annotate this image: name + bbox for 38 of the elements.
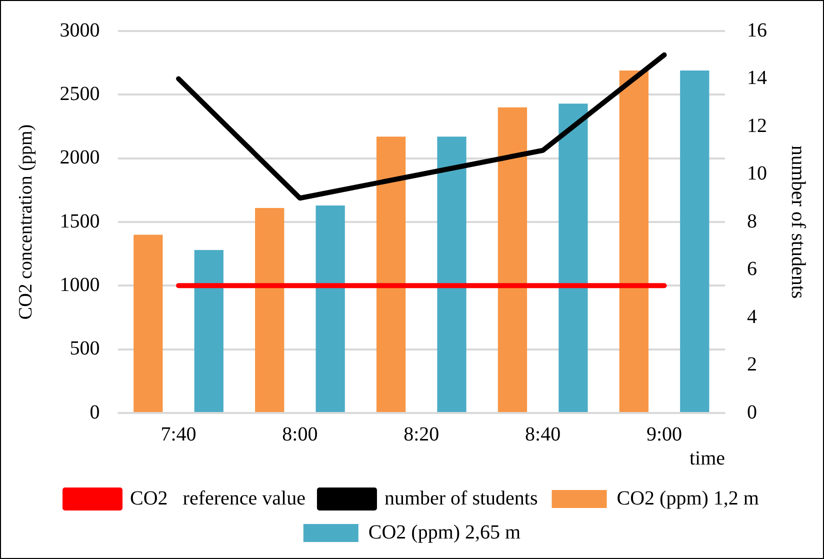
- y2-tick-label: 2: [747, 354, 757, 376]
- x-tick-label: 8:00: [282, 423, 318, 446]
- y-tick-label: 2000: [60, 146, 100, 169]
- bar: [255, 208, 284, 412]
- y-tick-label: 500: [70, 338, 100, 360]
- y2-tick-label: 16: [747, 19, 767, 42]
- y-tick-label: 3000: [60, 19, 100, 42]
- x-tick-label: 8:20: [404, 423, 440, 446]
- bar: [376, 136, 406, 412]
- bar: [316, 205, 345, 412]
- x-axis-title: time: [689, 447, 726, 470]
- y2-axis-title: number of students: [786, 145, 809, 299]
- y-tick-label: 0: [90, 401, 100, 424]
- y-tick-label: 1500: [60, 210, 100, 232]
- bar: [498, 107, 528, 412]
- y-tick-label: 1000: [60, 274, 100, 296]
- bar: [558, 104, 588, 412]
- legend-label: CO2 (ppm) 2,65 m: [368, 521, 522, 544]
- y2-tick-label: 4: [747, 306, 757, 328]
- y2-tick-label: 6: [747, 258, 757, 280]
- legend-label: CO2 (ppm) 1,2 m: [616, 487, 760, 510]
- x-tick-label: 7:40: [160, 423, 196, 446]
- y2-tick-label: 8: [747, 210, 757, 232]
- y2-tick-label: 0: [747, 401, 757, 424]
- x-tick-label: 8:40: [525, 423, 561, 446]
- y2-tick-label: 14: [747, 67, 767, 89]
- legend-label: number of students: [384, 487, 538, 510]
- y2-tick-label: 10: [747, 162, 767, 184]
- bar: [194, 250, 224, 412]
- bar: [619, 70, 648, 412]
- bar: [680, 70, 710, 412]
- y-axis-title: CO2 concentration (ppm): [15, 124, 36, 320]
- bar: [134, 234, 163, 412]
- y2-tick-label: 12: [747, 114, 767, 137]
- y-tick-label: 2500: [60, 82, 100, 105]
- bar: [437, 136, 466, 412]
- x-tick-label: 9:00: [646, 423, 682, 446]
- legend-label: CO2 reference value: [130, 487, 306, 510]
